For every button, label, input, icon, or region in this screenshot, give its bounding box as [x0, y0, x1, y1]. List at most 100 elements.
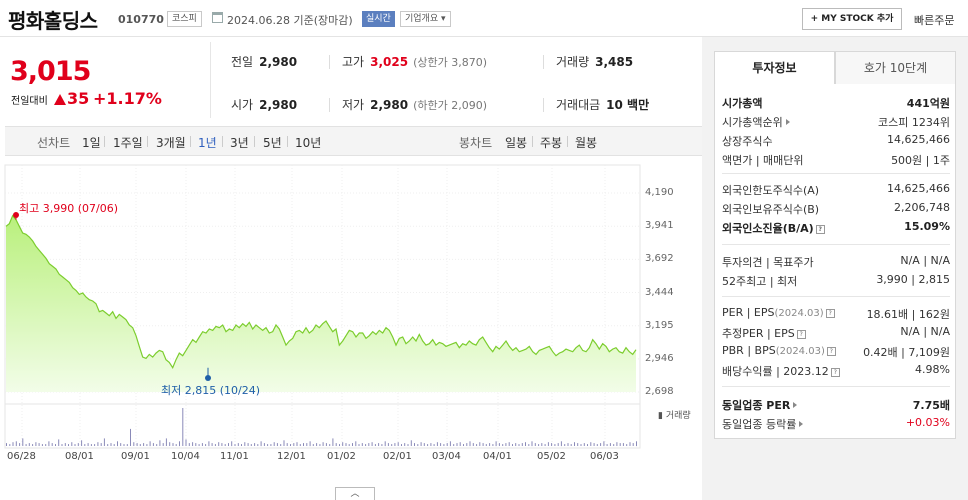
metric-amount: 거래대금 10 백만 [556, 96, 649, 113]
add-mystock-button[interactable]: + MY STOCK 추가 [802, 8, 902, 30]
info-label: PBR | BPS(2024.03)? [722, 344, 836, 357]
info-row: 시가총액 441억원 [722, 95, 950, 113]
volume-bar [456, 443, 458, 446]
tab-5y[interactable]: 5년 [263, 136, 282, 150]
x-tick-label: 09/01 [121, 451, 150, 462]
volume-bar [554, 444, 556, 446]
info-row[interactable]: 시가총액순위 코스피 1234위 [722, 114, 950, 132]
y-tick-label: 2,698 [645, 386, 674, 397]
volume-bar [508, 442, 510, 446]
investment-info-panel: 투자정보 호가 10단계 시가총액 441억원 시가총액순위 코스피 1234위 상장주… [702, 37, 968, 500]
tab-daily[interactable]: 일봉 [505, 136, 528, 150]
market-badge: 코스피 [167, 11, 202, 27]
lower-limit: (하한가 2,090) [413, 99, 487, 112]
tab-3y[interactable]: 3년 [230, 136, 249, 150]
stock-code: 010770 [118, 13, 164, 26]
volume-bar [64, 443, 66, 446]
info-label: PER | EPS(2024.03)? [722, 306, 835, 319]
metric-value: 2,980 [259, 98, 298, 112]
caret-right-icon[interactable] [793, 402, 798, 408]
price-chart[interactable]: 4,190 3,941 3,692 3,444 3,195 2,946 2,698 06/2… [0, 160, 702, 500]
volume-bar [32, 444, 34, 446]
tab-order-book[interactable]: 호가 10단계 [835, 51, 956, 85]
caret-right-icon[interactable] [799, 421, 804, 427]
x-tick-label: 08/01 [65, 451, 94, 462]
volume-bar [6, 443, 7, 446]
volume-bar [613, 444, 615, 446]
info-row: PBR | BPS(2024.03)? 0.42배 | 7,109원 [722, 344, 950, 362]
volume-bar [139, 444, 141, 446]
volume-bar [394, 443, 396, 446]
metric-value: 10 백만 [606, 98, 650, 112]
info-row[interactable]: 동일업종 등락률 +0.03% [722, 416, 950, 434]
info-label: 배당수익률 | 2023.12? [722, 363, 840, 379]
info-value: 441억원 [906, 97, 950, 110]
y-tick-label: 3,692 [645, 253, 674, 265]
volume-bar [368, 443, 370, 446]
volume-bar [417, 444, 419, 446]
info-label-text: 동일업종 PER [722, 399, 791, 412]
help-icon[interactable]: ? [825, 309, 835, 318]
volume-bar [404, 443, 406, 446]
divider [722, 244, 950, 245]
volume-bar [505, 443, 507, 446]
volume-bar [622, 443, 624, 446]
volume-bar [276, 443, 278, 446]
volume-bar [531, 441, 533, 447]
tab-monthly[interactable]: 월봉 [575, 136, 598, 150]
volume-bar [479, 442, 481, 446]
divider [329, 98, 330, 112]
volume-bar [224, 444, 226, 446]
volume-bar [371, 442, 373, 446]
volume-bar [449, 441, 451, 447]
quick-order-button[interactable]: 빠른주문 [914, 14, 955, 27]
caret-right-icon[interactable] [785, 119, 790, 125]
volume-bar [9, 444, 11, 446]
volume-bar [472, 443, 474, 446]
divider [722, 386, 950, 387]
tab-10y[interactable]: 10년 [295, 136, 322, 150]
help-icon[interactable]: ? [796, 330, 806, 339]
volume-bar [257, 444, 259, 446]
tab-1d[interactable]: 1일 [82, 136, 101, 150]
info-row: 투자의견 | 목표주가 N/A | N/A [722, 254, 950, 272]
realtime-button[interactable]: 실시간 [362, 11, 395, 27]
help-icon[interactable]: ? [815, 225, 825, 234]
help-icon[interactable]: ? [830, 368, 840, 377]
company-summary-dropdown[interactable]: 기업개요 ▾ [400, 11, 451, 27]
info-value: 7.75배 [912, 399, 950, 412]
volume-bar [443, 444, 445, 446]
tab-investment-info[interactable]: 투자정보 [714, 51, 835, 85]
volume-bar [564, 444, 566, 446]
tab-weekly[interactable]: 주봉 [540, 136, 563, 150]
volume-bar [551, 443, 553, 446]
high-marker-dot [13, 212, 19, 218]
volume-bar [309, 441, 311, 447]
volume-bar [352, 443, 353, 446]
collapse-chart-button[interactable]: ︿ [335, 487, 375, 500]
info-label-text: PBR | BPS [722, 344, 776, 357]
volume-bar [71, 442, 73, 446]
volume-bar [453, 444, 455, 446]
volume-bar [485, 444, 487, 446]
tab-3m[interactable]: 3개월 [156, 136, 186, 150]
info-value: N/A | N/A [900, 325, 950, 338]
tab-1y[interactable]: 1년 [198, 136, 217, 150]
volume-bar [600, 443, 602, 446]
info-row: 배당수익률 | 2023.12? 4.98% [722, 363, 950, 381]
info-row[interactable]: 동일업종 PER 7.75배 [722, 397, 950, 415]
tab-1w[interactable]: 1주일 [113, 136, 143, 150]
metric-label: 저가 [342, 98, 365, 112]
y-tick-label: 3,444 [645, 286, 674, 298]
volume-bar [182, 408, 184, 446]
volume-bar [332, 438, 334, 446]
volume-bar [329, 444, 331, 446]
info-label: 동일업종 PER [722, 397, 798, 413]
info-value: N/A | N/A [900, 254, 950, 267]
volume-bar [570, 444, 572, 446]
volume-bar [593, 443, 595, 446]
volume-bar [577, 443, 579, 446]
info-label: 외국인보유주식수(B) [722, 201, 819, 217]
volume-legend: ▮ 거래량 [658, 411, 691, 421]
help-icon[interactable]: ? [826, 347, 836, 356]
